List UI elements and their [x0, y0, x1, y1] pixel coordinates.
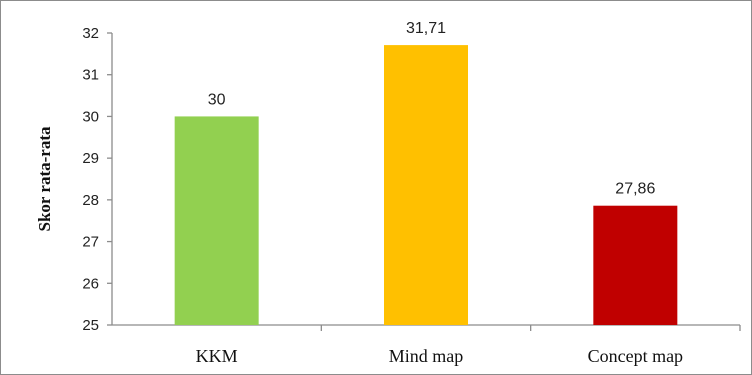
y-tick-label: 28 — [82, 192, 99, 209]
data-label: 31,71 — [406, 20, 446, 37]
data-label: 30 — [208, 91, 226, 108]
y-tick-label: 32 — [82, 25, 99, 42]
y-tick-label: 31 — [82, 67, 99, 84]
bars: 30 31,71 27,86 — [174, 20, 678, 326]
x-tick-label: Concept map — [588, 346, 683, 366]
y-tick-label: 29 — [82, 150, 99, 167]
y-tick-label: 25 — [82, 317, 99, 334]
y-tick-label: 27 — [82, 234, 99, 251]
data-label: 27,86 — [615, 181, 655, 198]
x-tick-label: KKM — [196, 346, 238, 366]
y-tick-label: 26 — [82, 275, 99, 292]
bar — [593, 205, 678, 325]
y-ticks: 25 26 27 28 29 30 31 32 — [82, 25, 112, 334]
bar — [384, 45, 468, 326]
bar — [174, 116, 259, 325]
y-tick-label: 30 — [82, 108, 99, 125]
y-axis-title: Skor rata-rata — [35, 126, 54, 231]
x-tick-label: Mind map — [389, 346, 464, 366]
x-ticks: KKM Mind map Concept map — [196, 325, 741, 366]
